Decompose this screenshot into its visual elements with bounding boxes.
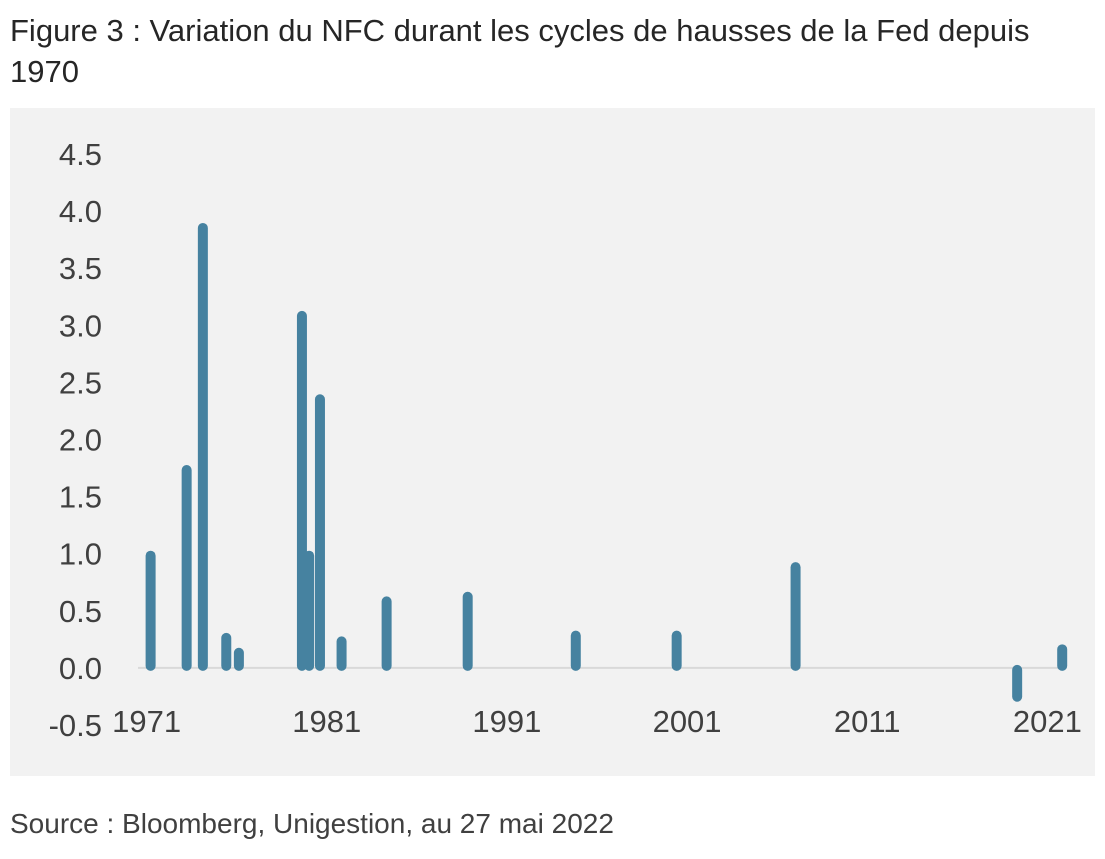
y-tick-label: 0.5 [59, 594, 102, 629]
bar [314, 394, 325, 671]
bar [336, 636, 347, 671]
bar [570, 630, 581, 671]
y-tick-label: 2.0 [59, 423, 102, 458]
bar [790, 562, 801, 671]
bar [197, 222, 208, 671]
y-tick-label: 4.5 [59, 137, 102, 172]
bar [233, 647, 244, 671]
bar-series [145, 222, 1068, 702]
bar [145, 550, 156, 671]
bar [1012, 664, 1023, 702]
y-tick-label: 3.5 [59, 251, 102, 286]
bar [462, 591, 473, 671]
x-tick-label: 1991 [472, 704, 541, 739]
y-tick-label: -0.5 [49, 708, 102, 743]
y-axis-labels: 4.5 4.0 3.5 3.0 2.5 2.0 1.5 1.0 0.5 0.0 -0.5 [49, 137, 102, 743]
x-axis-labels: 1971 1981 1991 2001 2011 2021 [112, 704, 1082, 739]
bar [381, 596, 392, 671]
bar-chart: 4.54.03.53.02.52.01.51.00.50.0-0.5 1971 1… [49, 137, 1082, 743]
y-tick-label: 0.0 [59, 651, 102, 686]
source-note: Source : Bloomberg, Unigestion, au 27 ma… [10, 808, 614, 839]
x-tick-label: 2001 [653, 704, 722, 739]
x-tick-label: 2021 [1013, 704, 1082, 739]
x-tick-label: 1981 [292, 704, 361, 739]
y-tick-label: 4.0 [59, 194, 102, 229]
bar [181, 465, 192, 671]
y-tick-label: 1.5 [59, 480, 102, 515]
bar [221, 632, 232, 671]
bar [671, 630, 682, 671]
y-tick-label: 3.0 [59, 308, 102, 343]
y-tick-label: 2.5 [59, 365, 102, 400]
y-tick-label: 1.0 [59, 537, 102, 572]
figure-title: Figure 3 : Variation du NFC durant les c… [10, 13, 1030, 89]
x-tick-label: 2011 [834, 704, 901, 739]
bar [1057, 644, 1068, 671]
chart-panel: 4.5 4.0 3.5 3.0 2.5 2.0 1.5 1.0 0.5 0.0 -0.5 1971 1… [10, 108, 1095, 776]
x-tick-label: 1971 [112, 704, 181, 739]
bar [304, 550, 315, 671]
